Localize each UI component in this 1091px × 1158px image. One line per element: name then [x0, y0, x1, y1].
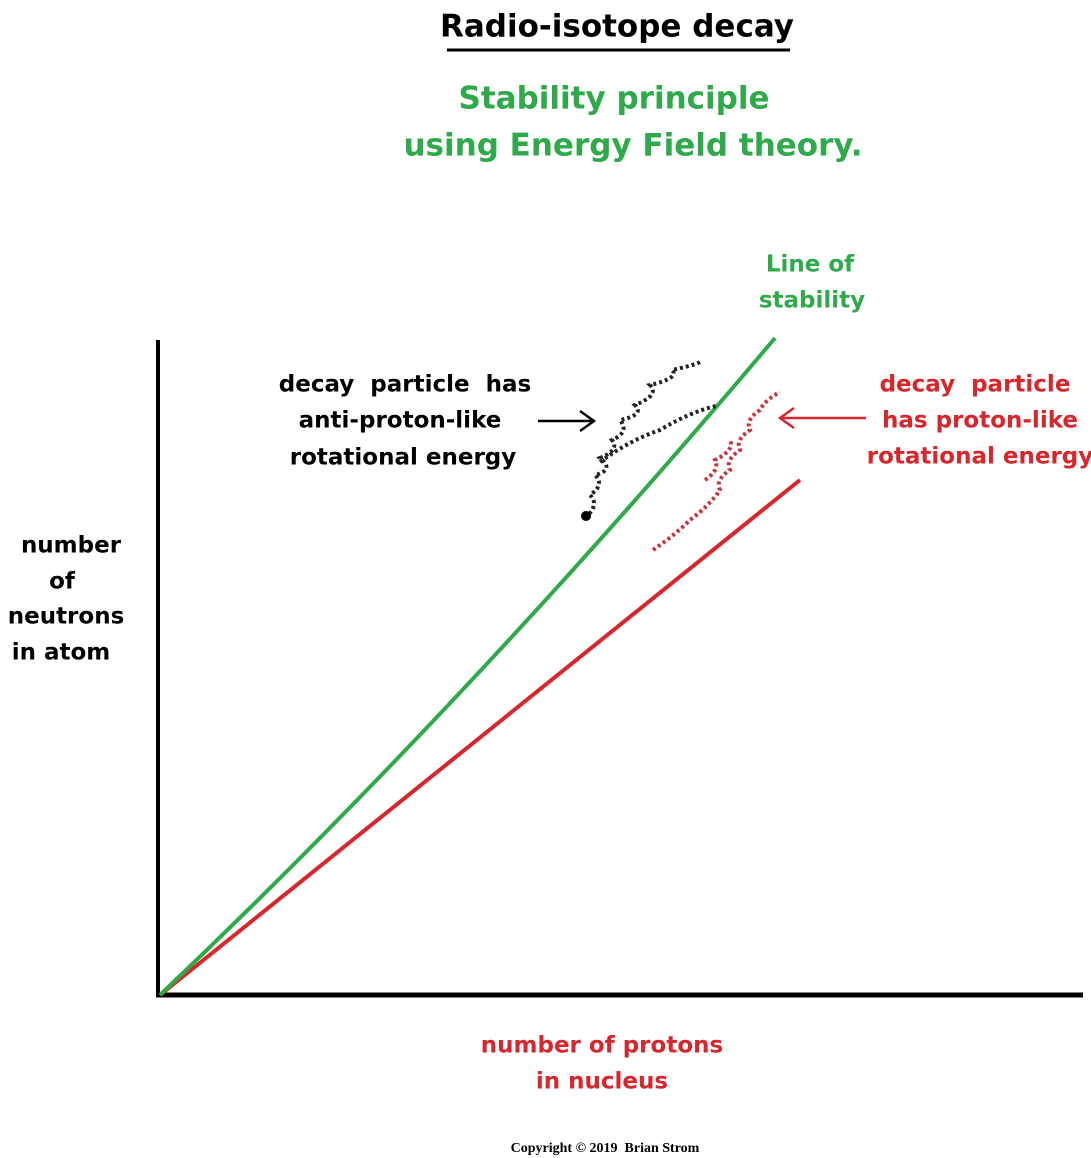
red-arrow	[777, 406, 866, 430]
stability-label: stability	[759, 288, 865, 314]
subtitle-line: Stability principle	[459, 81, 770, 117]
stability-label: Line of	[766, 252, 855, 278]
red-scribble	[651, 390, 781, 552]
x-axis-label: number of protons	[481, 1033, 723, 1059]
right-annotation: rotational energy	[867, 444, 1091, 470]
y-axis-label: in atom	[12, 640, 111, 666]
black-arrow	[538, 409, 597, 433]
stability-line	[158, 336, 777, 997]
x-axis-label: in nucleus	[536, 1069, 668, 1095]
left-annotation: anti-proton-like	[299, 408, 502, 434]
y-axis-label: number	[21, 533, 122, 559]
black-scribble	[583, 360, 717, 520]
left-annotation: rotational energy	[290, 445, 517, 471]
right-annotation: has proton-like	[882, 408, 1078, 434]
red-line	[158, 478, 802, 997]
left-annotation: decay particle has	[279, 372, 531, 398]
subtitle-line: using Energy Field theory.	[403, 128, 862, 164]
y-axis-label: neutrons	[8, 604, 125, 630]
copyright: Copyright © 2019 Brian Strom	[511, 1141, 700, 1156]
black-scribble-dot	[581, 511, 591, 521]
right-annotation: decay particle	[880, 372, 1071, 398]
y-axis-label: of	[49, 569, 76, 595]
title: Radio-isotope decay	[440, 9, 794, 45]
